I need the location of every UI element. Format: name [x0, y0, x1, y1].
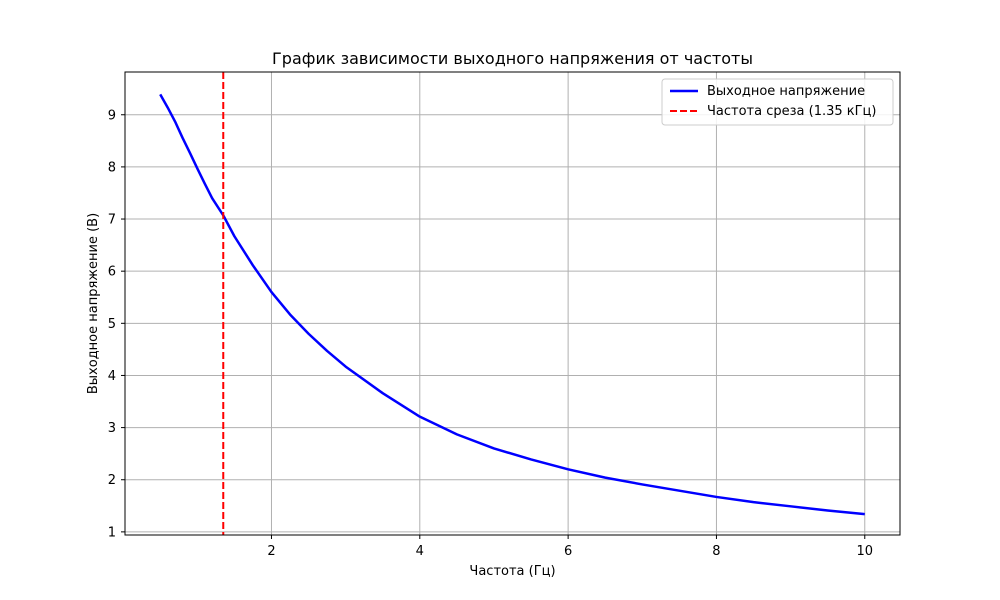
x-axis-label: Частота (Гц): [469, 564, 555, 579]
y-tick-label: 1: [108, 525, 116, 540]
x-tick-label: 6: [564, 544, 572, 559]
x-tick-label: 2: [267, 544, 275, 559]
y-tick-label: 2: [108, 473, 116, 488]
y-axis-label: Выходное напряжение (В): [86, 213, 101, 394]
plot-frame: [124, 71, 901, 536]
x-tick-label: 8: [712, 544, 720, 559]
y-tick-label: 6: [108, 265, 116, 280]
grid-lines: [125, 72, 900, 535]
legend-label-output-voltage: Выходное напряжение: [707, 84, 865, 99]
output-voltage-line: [159, 93, 865, 516]
legend-label-cutoff-frequency: Частота среза (1.35 кГц): [707, 104, 876, 119]
x-tick-label: 4: [416, 544, 424, 559]
series-layer: [159, 72, 865, 535]
y-tick-label: 5: [108, 317, 116, 332]
y-tick-label: 3: [108, 421, 116, 436]
legend: Выходное напряжение Частота среза (1.35 …: [661, 78, 894, 126]
x-tick-label: 10: [856, 544, 873, 559]
y-tick-label: 7: [108, 213, 116, 228]
y-tick-label: 9: [108, 108, 116, 123]
legend-box: [661, 78, 894, 126]
chart-title: График зависимости выходного напряжения …: [272, 49, 753, 68]
y-tick-label: 4: [108, 369, 116, 384]
y-tick-label: 8: [108, 160, 116, 175]
